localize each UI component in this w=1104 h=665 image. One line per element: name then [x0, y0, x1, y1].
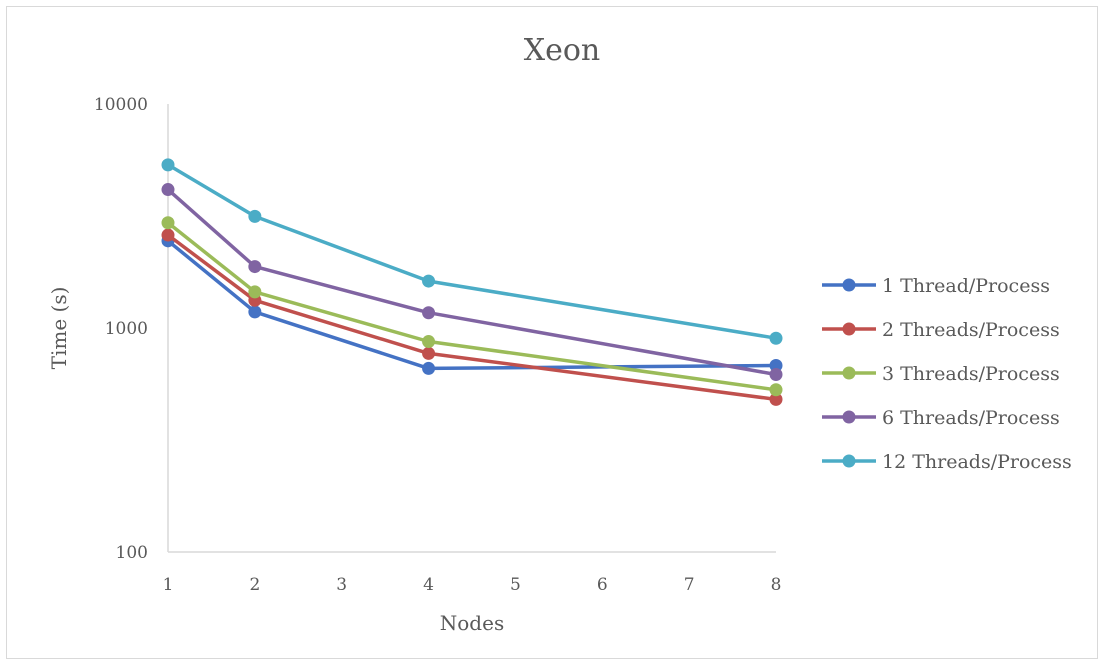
data-point [248, 285, 262, 299]
y-axis-label: Time (s) [47, 287, 71, 370]
legend-item: 6 Threads/Process [822, 407, 1060, 429]
y-tick-label: 1000 [105, 319, 148, 339]
data-point [422, 306, 436, 320]
x-tick-label: 4 [423, 575, 434, 595]
series-4 [161, 183, 783, 382]
legend-item: 12 Threads/Process [822, 451, 1072, 473]
x-tick-label: 5 [510, 575, 521, 595]
x-tick-label: 1 [163, 575, 174, 595]
legend-label: 12 Threads/Process [882, 451, 1072, 473]
legend-label: 2 Threads/Process [882, 319, 1060, 341]
legend-label: 1 Thread/Process [882, 275, 1050, 297]
series-line [166, 163, 778, 340]
legend-label: 3 Threads/Process [882, 363, 1060, 385]
legend-swatch-marker [842, 410, 856, 424]
data-point [422, 361, 436, 375]
chart-frame [6, 6, 1098, 659]
legend-swatch-marker [842, 278, 856, 292]
y-tick-label: 10000 [94, 95, 148, 115]
legend-item: 2 Threads/Process [822, 319, 1060, 341]
y-tick-labels: 100 1000 10000 [94, 95, 148, 563]
data-point [248, 209, 262, 223]
data-point [161, 183, 175, 197]
legend-swatch-marker [842, 454, 856, 468]
data-point [769, 368, 783, 382]
data-point [769, 392, 783, 406]
x-tick-label: 8 [771, 575, 782, 595]
x-tick-label: 7 [684, 575, 695, 595]
data-point [161, 158, 175, 172]
series-3 [161, 216, 783, 397]
series-line [166, 221, 778, 392]
data-point [769, 331, 783, 345]
series-line [166, 233, 778, 402]
legend-label: 6 Threads/Process [882, 407, 1060, 429]
chart-title: Xeon [524, 33, 601, 68]
data-point [769, 383, 783, 397]
x-axis-label: Nodes [440, 611, 504, 635]
legend-item: 3 Threads/Process [822, 363, 1060, 385]
legend-swatch-marker [842, 322, 856, 336]
data-point [248, 260, 262, 274]
data-point [422, 346, 436, 360]
legend-swatch-marker [842, 366, 856, 380]
data-point [248, 305, 262, 319]
x-tick-label: 6 [597, 575, 608, 595]
x-tick-label: 2 [249, 575, 260, 595]
data-point [769, 359, 783, 373]
x-tick-labels: 1 2 3 4 5 6 7 8 [163, 575, 782, 595]
series-group [161, 158, 783, 406]
data-point [161, 216, 175, 230]
x-tick-label: 3 [336, 575, 347, 595]
legend: 1 Thread/Process 2 Threads/Process 3 Threa… [822, 275, 1072, 473]
data-point [161, 228, 175, 242]
legend-item: 1 Thread/Process [822, 275, 1050, 297]
series-5 [161, 158, 783, 345]
data-point [422, 335, 436, 349]
series-line [166, 187, 778, 377]
data-point [422, 274, 436, 288]
axes [167, 104, 776, 553]
y-tick-label: 100 [116, 543, 148, 563]
